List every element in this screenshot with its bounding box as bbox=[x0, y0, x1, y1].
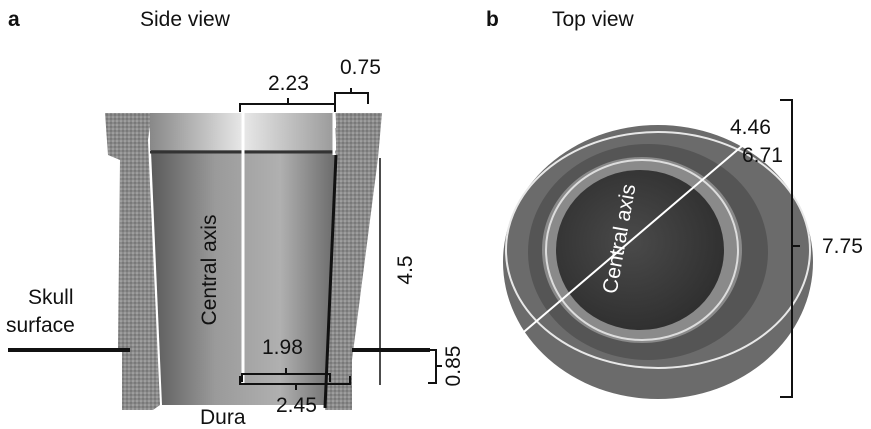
skull-label: Skull bbox=[28, 286, 74, 309]
skull-label: surface bbox=[6, 314, 75, 337]
dimension-label: 7.75 bbox=[822, 235, 863, 258]
dimension-label: 4.46 bbox=[730, 116, 771, 139]
dimension-label: 1.98 bbox=[262, 336, 303, 359]
dimension-label: 6.71 bbox=[742, 144, 783, 167]
dura-label: Dura bbox=[200, 406, 246, 429]
panel-title: Top view bbox=[552, 8, 635, 31]
figure: a Side view 2.23 0.75 4.5 Skull surface … bbox=[0, 0, 871, 429]
bracket bbox=[428, 350, 442, 383]
dimension-label: 0.75 bbox=[340, 56, 381, 79]
bracket bbox=[335, 88, 368, 104]
dimension-label: 2.23 bbox=[268, 72, 309, 95]
panel-letter: a bbox=[8, 8, 20, 31]
axis-label: Central axis bbox=[198, 215, 221, 326]
dimension-label: 2.45 bbox=[276, 394, 317, 417]
dimension-label: 0.85 bbox=[442, 346, 465, 387]
bracket bbox=[240, 98, 335, 112]
dimension-label: 4.5 bbox=[394, 255, 417, 284]
panel-a: a Side view 2.23 0.75 4.5 Skull surface … bbox=[6, 8, 465, 429]
inner-disc bbox=[556, 170, 724, 330]
panel-title: Side view bbox=[140, 8, 231, 31]
panel-b: b Top view 4.46 6.71 Central axis 7.75 bbox=[486, 8, 863, 399]
panel-letter: b bbox=[486, 8, 499, 31]
